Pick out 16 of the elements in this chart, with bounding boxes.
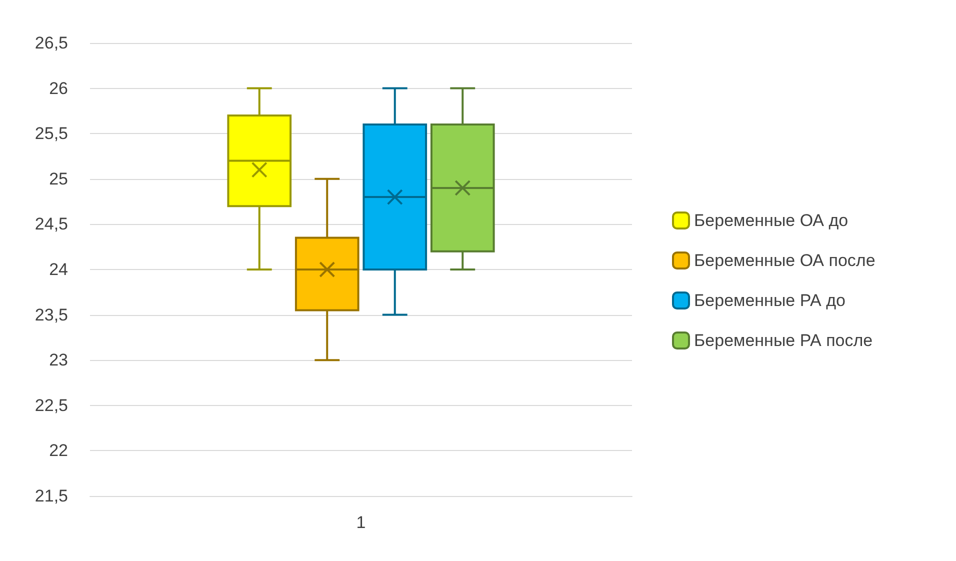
y-tick-label: 25 — [49, 169, 68, 188]
y-tick-label: 23 — [49, 350, 68, 370]
y-tick-label: 24,5 — [34, 214, 68, 234]
y-tick-label: 26,5 — [34, 34, 68, 52]
x-tick-label: 1 — [356, 513, 366, 532]
legend-label: Беременные ОА после — [694, 251, 876, 270]
y-tick-label: 22,5 — [34, 396, 68, 415]
legend-label: Беременные ОА до — [694, 211, 848, 230]
y-tick-label: 23,5 — [34, 305, 68, 324]
y-tick-label: 25,5 — [34, 124, 68, 144]
y-tick-label: 21,5 — [34, 486, 68, 506]
legend-label: Беременные РА после — [694, 331, 873, 350]
y-tick-label: 24 — [49, 260, 68, 279]
y-tick-label: 26 — [49, 78, 68, 98]
y-tick-label: 22 — [49, 441, 68, 460]
legend-label: Беременные РА до — [694, 291, 846, 310]
